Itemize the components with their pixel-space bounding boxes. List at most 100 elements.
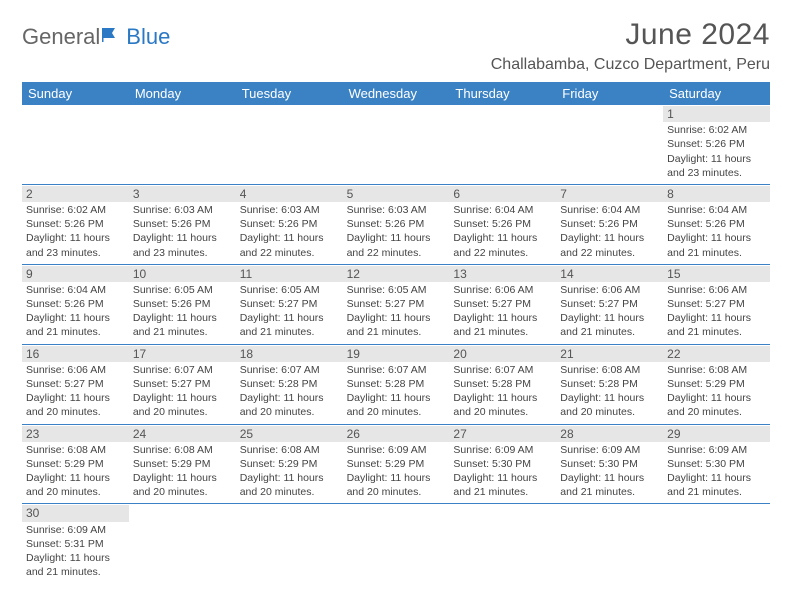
daylight-line: Daylight: 11 hours and 21 minutes. xyxy=(347,311,446,339)
daylight-line: Daylight: 11 hours and 20 minutes. xyxy=(347,391,446,419)
sunrise-line: Sunrise: 6:09 AM xyxy=(347,443,446,457)
daylight-line: Daylight: 11 hours and 22 minutes. xyxy=(453,231,552,259)
sunrise-line: Sunrise: 6:02 AM xyxy=(26,203,125,217)
month-title: June 2024 xyxy=(491,18,770,52)
sunset-line: Sunset: 5:30 PM xyxy=(453,457,552,471)
sunset-line: Sunset: 5:27 PM xyxy=(453,297,552,311)
sunrise-line: Sunrise: 6:06 AM xyxy=(667,283,766,297)
day-cell: 15Sunrise: 6:06 AMSunset: 5:27 PMDayligh… xyxy=(663,265,770,344)
day-cell: 19Sunrise: 6:07 AMSunset: 5:28 PMDayligh… xyxy=(343,345,450,424)
daylight-line: Daylight: 11 hours and 20 minutes. xyxy=(133,391,232,419)
sunset-line: Sunset: 5:29 PM xyxy=(133,457,232,471)
sunrise-line: Sunrise: 6:08 AM xyxy=(240,443,339,457)
daylight-line: Daylight: 11 hours and 21 minutes. xyxy=(26,311,125,339)
sunset-line: Sunset: 5:28 PM xyxy=(560,377,659,391)
day-of-week-cell: Wednesday xyxy=(343,82,450,105)
daylight-line: Daylight: 11 hours and 20 minutes. xyxy=(453,391,552,419)
sunset-line: Sunset: 5:29 PM xyxy=(347,457,446,471)
sunset-line: Sunset: 5:26 PM xyxy=(133,297,232,311)
day-number: 4 xyxy=(236,186,343,202)
day-cell: 10Sunrise: 6:05 AMSunset: 5:26 PMDayligh… xyxy=(129,265,236,344)
daylight-line: Daylight: 11 hours and 23 minutes. xyxy=(667,152,766,180)
day-number: 20 xyxy=(449,346,556,362)
day-cell: 16Sunrise: 6:06 AMSunset: 5:27 PMDayligh… xyxy=(22,345,129,424)
sunset-line: Sunset: 5:31 PM xyxy=(26,537,125,551)
calendar-grid: SundayMondayTuesdayWednesdayThursdayFrid… xyxy=(22,82,770,583)
day-number: 15 xyxy=(663,266,770,282)
day-number: 26 xyxy=(343,426,450,442)
daylight-line: Daylight: 11 hours and 21 minutes. xyxy=(667,471,766,499)
sunset-line: Sunset: 5:27 PM xyxy=(347,297,446,311)
day-of-week-header: SundayMondayTuesdayWednesdayThursdayFrid… xyxy=(22,82,770,105)
sunset-line: Sunset: 5:30 PM xyxy=(667,457,766,471)
sunset-line: Sunset: 5:26 PM xyxy=(667,137,766,151)
daylight-line: Daylight: 11 hours and 22 minutes. xyxy=(560,231,659,259)
daylight-line: Daylight: 11 hours and 21 minutes. xyxy=(240,311,339,339)
day-cell: 13Sunrise: 6:06 AMSunset: 5:27 PMDayligh… xyxy=(449,265,556,344)
sunrise-line: Sunrise: 6:08 AM xyxy=(26,443,125,457)
day-number: 25 xyxy=(236,426,343,442)
day-number: 2 xyxy=(22,186,129,202)
day-cell: 22Sunrise: 6:08 AMSunset: 5:29 PMDayligh… xyxy=(663,345,770,424)
day-number: 9 xyxy=(22,266,129,282)
sunrise-line: Sunrise: 6:03 AM xyxy=(133,203,232,217)
day-number: 11 xyxy=(236,266,343,282)
sunrise-line: Sunrise: 6:05 AM xyxy=(240,283,339,297)
page-header: General Blue June 2024 Challabamba, Cuzc… xyxy=(22,18,770,74)
sunset-line: Sunset: 5:26 PM xyxy=(347,217,446,231)
day-cell: 14Sunrise: 6:06 AMSunset: 5:27 PMDayligh… xyxy=(556,265,663,344)
sunset-line: Sunset: 5:26 PM xyxy=(26,217,125,231)
empty-day-cell xyxy=(556,504,663,583)
sunset-line: Sunset: 5:28 PM xyxy=(347,377,446,391)
daylight-line: Daylight: 11 hours and 20 minutes. xyxy=(560,391,659,419)
empty-day-cell xyxy=(449,504,556,583)
empty-day-cell xyxy=(22,105,129,184)
sunset-line: Sunset: 5:29 PM xyxy=(667,377,766,391)
day-number: 19 xyxy=(343,346,450,362)
sunrise-line: Sunrise: 6:05 AM xyxy=(133,283,232,297)
empty-day-cell xyxy=(236,504,343,583)
day-of-week-cell: Sunday xyxy=(22,82,129,105)
sunset-line: Sunset: 5:29 PM xyxy=(240,457,339,471)
day-number: 10 xyxy=(129,266,236,282)
daylight-line: Daylight: 11 hours and 21 minutes. xyxy=(560,311,659,339)
day-cell: 29Sunrise: 6:09 AMSunset: 5:30 PMDayligh… xyxy=(663,425,770,504)
day-cell: 12Sunrise: 6:05 AMSunset: 5:27 PMDayligh… xyxy=(343,265,450,344)
daylight-line: Daylight: 11 hours and 23 minutes. xyxy=(26,231,125,259)
day-cell: 20Sunrise: 6:07 AMSunset: 5:28 PMDayligh… xyxy=(449,345,556,424)
day-cell: 18Sunrise: 6:07 AMSunset: 5:28 PMDayligh… xyxy=(236,345,343,424)
day-number: 23 xyxy=(22,426,129,442)
daylight-line: Daylight: 11 hours and 21 minutes. xyxy=(453,471,552,499)
day-of-week-cell: Saturday xyxy=(663,82,770,105)
sunrise-line: Sunrise: 6:04 AM xyxy=(453,203,552,217)
day-cell: 21Sunrise: 6:08 AMSunset: 5:28 PMDayligh… xyxy=(556,345,663,424)
sunrise-line: Sunrise: 6:04 AM xyxy=(26,283,125,297)
sunrise-line: Sunrise: 6:08 AM xyxy=(560,363,659,377)
sunrise-line: Sunrise: 6:07 AM xyxy=(453,363,552,377)
daylight-line: Daylight: 11 hours and 20 minutes. xyxy=(26,391,125,419)
sunset-line: Sunset: 5:26 PM xyxy=(133,217,232,231)
week-row: 23Sunrise: 6:08 AMSunset: 5:29 PMDayligh… xyxy=(22,425,770,505)
day-number: 18 xyxy=(236,346,343,362)
sunrise-line: Sunrise: 6:07 AM xyxy=(133,363,232,377)
sunrise-line: Sunrise: 6:06 AM xyxy=(453,283,552,297)
daylight-line: Daylight: 11 hours and 20 minutes. xyxy=(133,471,232,499)
sunrise-line: Sunrise: 6:04 AM xyxy=(667,203,766,217)
empty-day-cell xyxy=(129,105,236,184)
sunrise-line: Sunrise: 6:03 AM xyxy=(347,203,446,217)
week-row: 30Sunrise: 6:09 AMSunset: 5:31 PMDayligh… xyxy=(22,504,770,583)
day-number: 17 xyxy=(129,346,236,362)
sunrise-line: Sunrise: 6:06 AM xyxy=(26,363,125,377)
day-number: 8 xyxy=(663,186,770,202)
day-cell: 23Sunrise: 6:08 AMSunset: 5:29 PMDayligh… xyxy=(22,425,129,504)
sunset-line: Sunset: 5:26 PM xyxy=(667,217,766,231)
sunrise-line: Sunrise: 6:09 AM xyxy=(453,443,552,457)
sunset-line: Sunset: 5:27 PM xyxy=(240,297,339,311)
day-number: 12 xyxy=(343,266,450,282)
daylight-line: Daylight: 11 hours and 21 minutes. xyxy=(667,311,766,339)
sunrise-line: Sunrise: 6:05 AM xyxy=(347,283,446,297)
daylight-line: Daylight: 11 hours and 22 minutes. xyxy=(240,231,339,259)
sunset-line: Sunset: 5:26 PM xyxy=(453,217,552,231)
flag-icon xyxy=(102,24,124,50)
week-row: 1Sunrise: 6:02 AMSunset: 5:26 PMDaylight… xyxy=(22,105,770,185)
